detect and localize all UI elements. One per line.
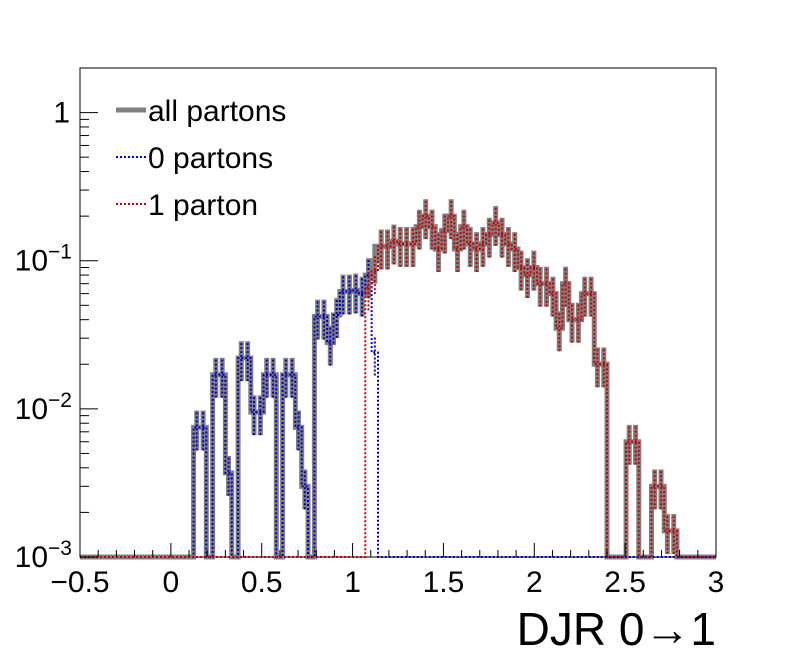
tick-label-layer: −0.5 0 0.5 1 1.5 2 2.5 3 10−3 10−2 10−1 1 — [15, 97, 725, 599]
legend-label: 1 parton — [148, 189, 258, 222]
series-line — [80, 274, 716, 558]
legend: all partons 0 partons 1 parton — [116, 95, 286, 222]
series-1-parton — [80, 199, 716, 558]
legend-label: all partons — [148, 95, 286, 128]
x-tick-label: 0 — [163, 566, 180, 599]
series-0-partons — [80, 258, 716, 558]
y-tick-label: 1 — [53, 97, 70, 130]
series-line — [80, 215, 716, 558]
axis-layer — [79, 67, 717, 558]
x-tick-label: 2 — [526, 566, 543, 599]
series-layer — [80, 199, 716, 560]
series-line — [80, 213, 716, 560]
series-all-partons — [80, 199, 716, 560]
x-tick-label: 2.5 — [604, 566, 646, 599]
x-axis-label: DJR 0→1 — [517, 603, 716, 655]
y-tick-label: 10−2 — [15, 389, 72, 426]
legend-label: 0 partons — [148, 142, 273, 175]
x-tick-label: 0.5 — [241, 566, 283, 599]
x-tick-label: 3 — [708, 566, 725, 599]
y-tick-label: 10−3 — [15, 537, 72, 574]
x-tick-label: 1.5 — [423, 566, 465, 599]
x-tick-label: 1 — [344, 566, 361, 599]
x-tick-label: −0.5 — [50, 566, 109, 599]
y-tick-label: 10−1 — [15, 241, 72, 278]
